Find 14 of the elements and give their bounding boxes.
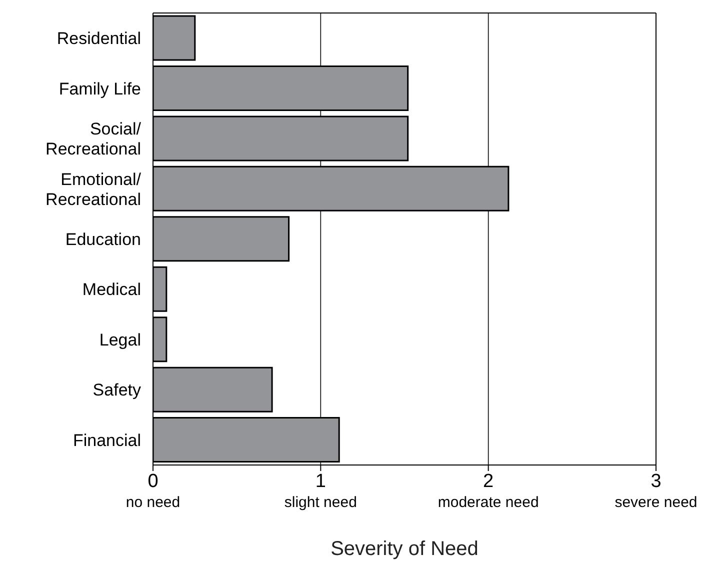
y-tick-label: Education xyxy=(65,230,141,249)
x-tick-label: 2 moderate need xyxy=(438,471,539,511)
x-tick-label: 0 no need xyxy=(126,471,180,511)
y-tick-label: Residential xyxy=(56,29,141,48)
x-tick-label: 3 severe need xyxy=(614,471,698,511)
x-axis-title: Severity of Need xyxy=(330,538,478,560)
y-tick-label: Medical xyxy=(82,280,141,300)
y-tick-label: Emotional/Recreational xyxy=(46,170,142,209)
x-tick-label: 1 slight need xyxy=(284,471,357,511)
y-tick-label: Financial xyxy=(72,430,141,450)
y-tick-label: Legal xyxy=(99,330,141,350)
y-tick-label: Family Life xyxy=(58,79,141,98)
y-tick-label: Social/Recreational xyxy=(46,120,142,159)
y-tick-label: Safety xyxy=(92,380,142,400)
